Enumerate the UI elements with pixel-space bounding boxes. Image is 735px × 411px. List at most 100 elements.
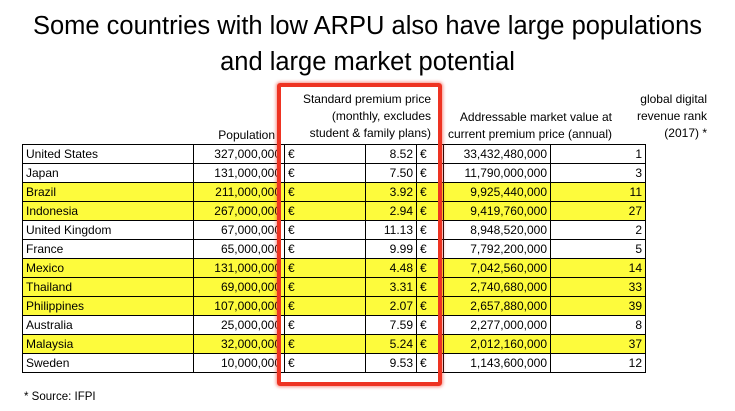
cell-rank: 37 xyxy=(550,334,646,354)
cell-price-currency: € xyxy=(284,258,366,278)
cell-population: 32,000,000 xyxy=(193,334,285,354)
cell-market-currency: € xyxy=(416,182,444,202)
header-price-line-1: Standard premium price xyxy=(302,92,431,106)
table-row: Japan 131,000,000 €7.50 €11,790,000,000 3 xyxy=(22,163,646,183)
header-global-digital-revenue-rank: global digital revenue rank (2017) * xyxy=(612,91,707,142)
cell-price-currency: € xyxy=(284,315,366,335)
cell-population: 69,000,000 xyxy=(193,277,285,297)
cell-country: United States xyxy=(22,144,194,164)
header-standard-premium-price: Standard premium price (monthly, exclude… xyxy=(281,91,431,142)
header-rank-line-3: (2017) * xyxy=(664,126,707,140)
header-rank-line-2: revenue rank xyxy=(636,109,707,123)
cell-rank: 8 xyxy=(550,315,646,335)
header-market-line-1: Addressable market value at xyxy=(459,110,612,124)
slide-title: Some countries with low ARPU also have l… xyxy=(0,8,735,80)
cell-market-value: 2,657,880,000 xyxy=(443,296,551,316)
cell-price: 2.07 xyxy=(365,296,417,316)
cell-price-currency: € xyxy=(284,334,366,354)
cell-country: Brazil xyxy=(22,182,194,202)
cell-market-value: 7,792,200,000 xyxy=(443,239,551,259)
cell-population: 10,000,000 xyxy=(193,353,285,373)
cell-population: 327,000,000 xyxy=(193,144,285,164)
cell-price: 9.99 xyxy=(365,239,417,259)
cell-population: 107,000,000 xyxy=(193,296,285,316)
table-row: Indonesia 267,000,000 €2.94 €9,419,760,000 2… xyxy=(22,201,646,221)
table-row: United Kingdom 67,000,000 €11.13 €8,948,520… xyxy=(22,220,646,240)
cell-population: 211,000,000 xyxy=(193,182,285,202)
header-addressable-market-value: Addressable market value at current prem… xyxy=(432,109,612,143)
cell-rank: 39 xyxy=(550,296,646,316)
cell-price-currency: € xyxy=(284,277,366,297)
cell-population: 131,000,000 xyxy=(193,258,285,278)
cell-country: United Kingdom xyxy=(22,220,194,240)
title-line-2: and large market potential xyxy=(220,48,515,76)
cell-price-currency: € xyxy=(284,144,366,164)
cell-price-currency: € xyxy=(284,220,366,240)
cell-market-value: 2,277,000,000 xyxy=(443,315,551,335)
cell-market-value: 11,790,000,000 xyxy=(443,163,551,183)
cell-rank: 27 xyxy=(550,201,646,221)
cell-market-currency: € xyxy=(416,239,444,259)
table-row: Thailand 69,000,000 €3.31 €2,740,680,000 33 xyxy=(22,277,646,297)
table-row: Malaysia 32,000,000 €5.24 €2,012,160,000 37 xyxy=(22,334,646,354)
cell-population: 65,000,000 xyxy=(193,239,285,259)
cell-market-currency: € xyxy=(416,220,444,240)
cell-market-currency: € xyxy=(416,258,444,278)
table-body: United States 327,000,000 €8.52 €33,432,480… xyxy=(22,144,646,373)
table-row: Australia 25,000,000 €7.59 €2,277,000,000 8 xyxy=(22,315,646,335)
cell-country: Sweden xyxy=(22,353,194,373)
country-market-table: United States 327,000,000 €8.52 €33,432,480… xyxy=(22,144,646,373)
cell-price: 4.48 xyxy=(365,258,417,278)
title-line-1: Some countries with low ARPU also have l… xyxy=(32,12,703,40)
cell-market-currency: € xyxy=(416,296,444,316)
cell-price: 3.31 xyxy=(365,277,417,297)
cell-population: 25,000,000 xyxy=(193,315,285,335)
table-row: Mexico 131,000,000 €4.48 €7,042,560,000 14 xyxy=(22,258,646,278)
cell-rank: 2 xyxy=(550,220,646,240)
cell-market-value: 2,740,680,000 xyxy=(443,277,551,297)
cell-price: 8.52 xyxy=(365,144,417,164)
cell-price-currency: € xyxy=(284,182,366,202)
cell-market-currency: € xyxy=(416,163,444,183)
cell-population: 267,000,000 xyxy=(193,201,285,221)
source-footnote: * Source: IFPI xyxy=(24,391,96,403)
cell-market-currency: € xyxy=(416,315,444,335)
cell-country: Malaysia xyxy=(22,334,194,354)
cell-rank: 3 xyxy=(550,163,646,183)
cell-rank: 11 xyxy=(550,182,646,202)
table-row: United States 327,000,000 €8.52 €33,432,480… xyxy=(22,144,646,164)
cell-market-currency: € xyxy=(416,144,444,164)
cell-price: 7.50 xyxy=(365,163,417,183)
cell-market-currency: € xyxy=(416,334,444,354)
table-row: Philippines 107,000,000 €2.07 €2,657,880,00… xyxy=(22,296,646,316)
cell-country: Philippines xyxy=(22,296,194,316)
cell-price: 11.13 xyxy=(365,220,417,240)
cell-market-currency: € xyxy=(416,277,444,297)
cell-price: 5.24 xyxy=(365,334,417,354)
cell-market-value: 2,012,160,000 xyxy=(443,334,551,354)
cell-market-value: 9,419,760,000 xyxy=(443,201,551,221)
table-row: Sweden 10,000,000 €9.53 €1,143,600,000 12 xyxy=(22,353,646,373)
cell-rank: 5 xyxy=(550,239,646,259)
cell-market-value: 1,143,600,000 xyxy=(443,353,551,373)
cell-country: Japan xyxy=(22,163,194,183)
cell-market-currency: € xyxy=(416,201,444,221)
cell-country: France xyxy=(22,239,194,259)
cell-price-currency: € xyxy=(284,201,366,221)
cell-market-value: 33,432,480,000 xyxy=(443,144,551,164)
cell-price: 2.94 xyxy=(365,201,417,221)
cell-country: Thailand xyxy=(22,277,194,297)
cell-price-currency: € xyxy=(284,163,366,183)
cell-market-value: 9,925,440,000 xyxy=(443,182,551,202)
header-price-line-2: (monthly, excludes xyxy=(331,109,431,123)
cell-rank: 14 xyxy=(550,258,646,278)
cell-rank: 33 xyxy=(550,277,646,297)
cell-price: 7.59 xyxy=(365,315,417,335)
cell-country: Australia xyxy=(22,315,194,335)
cell-price-currency: € xyxy=(284,296,366,316)
table-row: France 65,000,000 €9.99 €7,792,200,000 5 xyxy=(22,239,646,259)
cell-price: 9.53 xyxy=(365,353,417,373)
cell-country: Indonesia xyxy=(22,201,194,221)
cell-price-currency: € xyxy=(284,353,366,373)
cell-population: 131,000,000 xyxy=(193,163,285,183)
